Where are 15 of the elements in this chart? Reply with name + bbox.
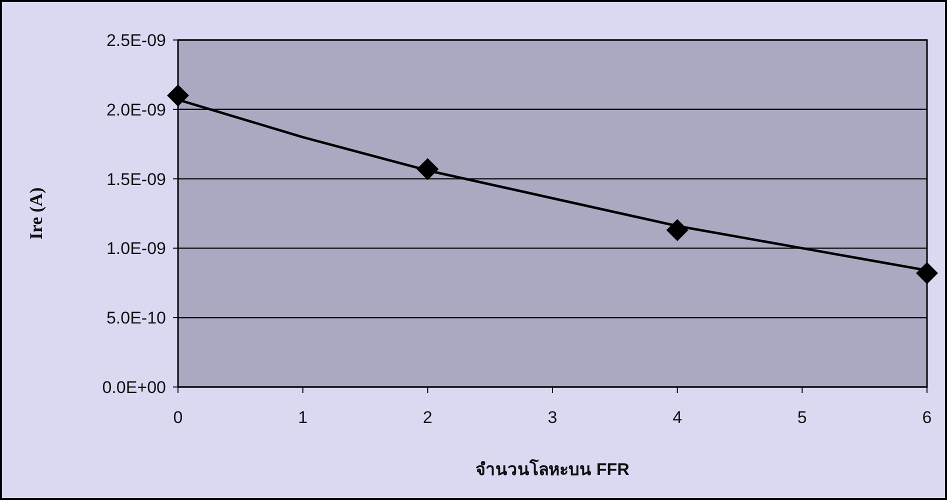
x-axis-title: จำนวนโลหะบน FFR <box>476 459 630 479</box>
x-tick-label: 1 <box>298 408 308 427</box>
x-tick-label: 0 <box>173 408 183 427</box>
x-tick-label: 3 <box>548 408 558 427</box>
y-tick-label: 0.0E+00 <box>102 378 166 397</box>
y-axis-title: Ire (A) <box>26 187 46 240</box>
x-tick-label: 5 <box>797 408 807 427</box>
x-tick-label: 6 <box>922 408 932 427</box>
y-tick-label: 2.0E-09 <box>106 100 166 120</box>
y-tick-label: 1.0E-09 <box>106 239 166 258</box>
y-tick-label: 2.5E-09 <box>106 31 166 50</box>
x-tick-label: 4 <box>672 408 682 427</box>
y-tick-label: 1.5E-09 <box>106 170 166 189</box>
x-tick-label: 2 <box>422 408 432 427</box>
y-tick-label: 5.0E-10 <box>106 308 166 328</box>
